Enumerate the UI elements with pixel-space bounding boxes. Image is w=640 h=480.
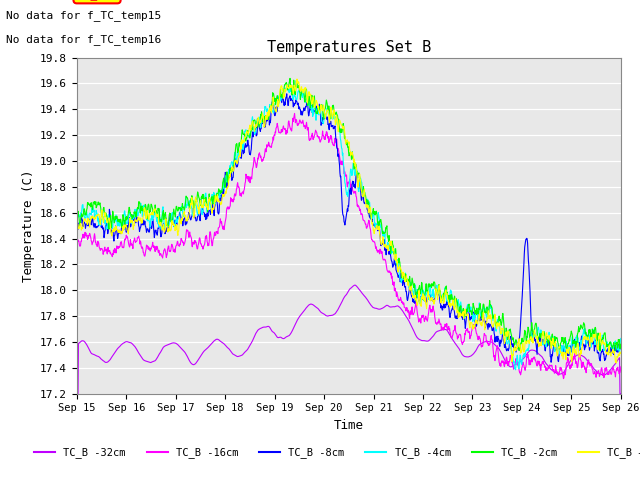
Text: No data for f_TC_temp15: No data for f_TC_temp15 — [6, 10, 162, 21]
Text: No data for f_TC_temp16: No data for f_TC_temp16 — [6, 34, 162, 45]
Title: Temperatures Set B: Temperatures Set B — [267, 40, 431, 55]
Y-axis label: Temperature (C): Temperature (C) — [22, 169, 35, 282]
Legend: TC_B -32cm, TC_B -16cm, TC_B -8cm, TC_B -4cm, TC_B -2cm, TC_B +4cm: TC_B -32cm, TC_B -16cm, TC_B -8cm, TC_B … — [30, 443, 640, 462]
X-axis label: Time: Time — [334, 419, 364, 432]
